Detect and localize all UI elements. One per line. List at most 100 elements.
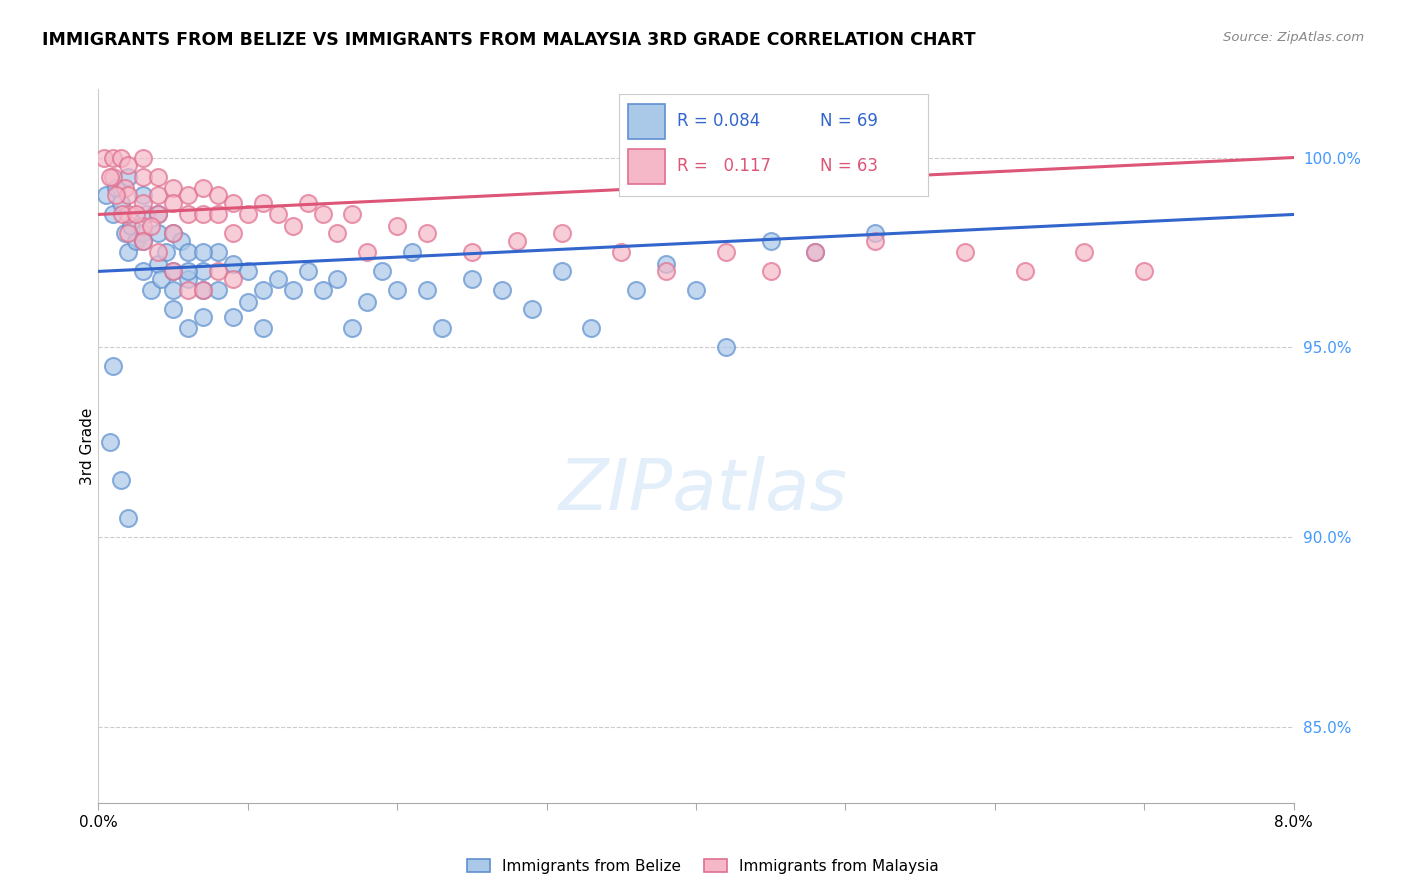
Point <box>430 321 453 335</box>
Point <box>148 169 170 184</box>
Point <box>491 284 513 298</box>
Point <box>103 359 125 374</box>
Point <box>132 234 155 248</box>
Point <box>117 207 139 221</box>
Point <box>117 227 139 241</box>
Point <box>177 245 200 260</box>
Point <box>117 188 139 202</box>
Point <box>117 169 139 184</box>
Legend: Immigrants from Belize, Immigrants from Malaysia: Immigrants from Belize, Immigrants from … <box>461 853 945 880</box>
Point <box>117 511 139 525</box>
Point <box>714 340 737 354</box>
Point <box>148 188 170 202</box>
Point <box>520 302 543 317</box>
Point <box>162 302 184 317</box>
Point <box>125 207 148 221</box>
Point <box>401 245 423 260</box>
Point <box>105 181 128 195</box>
Point <box>281 284 304 298</box>
Point <box>1133 264 1156 278</box>
Point <box>139 284 162 298</box>
Point <box>550 227 572 241</box>
Point <box>655 257 678 271</box>
Point <box>103 169 125 184</box>
Y-axis label: 3rd Grade: 3rd Grade <box>80 408 94 484</box>
Point <box>162 181 184 195</box>
Point <box>236 294 259 309</box>
Text: R = 0.084: R = 0.084 <box>678 112 761 130</box>
Point <box>714 245 737 260</box>
Point <box>191 207 214 221</box>
Point <box>267 272 290 286</box>
Point <box>162 196 184 211</box>
Point <box>371 264 394 278</box>
Point <box>191 245 214 260</box>
Point <box>105 188 128 202</box>
Point <box>155 245 177 260</box>
Point <box>177 207 200 221</box>
Point <box>148 257 170 271</box>
Point <box>655 264 678 278</box>
Point <box>311 207 333 221</box>
Point <box>236 207 259 221</box>
Point <box>222 272 245 286</box>
Point <box>120 219 142 233</box>
Point <box>148 207 170 221</box>
Point <box>132 169 155 184</box>
Point <box>461 245 484 260</box>
Point <box>1014 264 1036 278</box>
Text: N = 63: N = 63 <box>820 158 877 176</box>
Point <box>222 257 245 271</box>
Point <box>342 321 364 335</box>
Point <box>311 284 333 298</box>
Point <box>132 219 155 233</box>
Point <box>685 284 707 298</box>
Point <box>110 151 132 165</box>
Point <box>114 227 136 241</box>
Point <box>162 227 184 241</box>
Point <box>191 181 214 195</box>
Point <box>252 284 274 298</box>
Point <box>804 245 827 260</box>
Point <box>117 158 139 172</box>
Point <box>110 473 132 487</box>
Point <box>191 284 214 298</box>
Point <box>385 219 409 233</box>
Text: ZIPatlas: ZIPatlas <box>558 456 848 525</box>
Point <box>804 245 827 260</box>
Point <box>177 272 200 286</box>
Point <box>326 272 349 286</box>
Point <box>177 264 200 278</box>
Point <box>207 188 229 202</box>
Text: R =   0.117: R = 0.117 <box>678 158 772 176</box>
Point <box>111 207 134 221</box>
Point <box>506 234 529 248</box>
Point <box>222 196 245 211</box>
Text: N = 69: N = 69 <box>820 112 877 130</box>
Point <box>162 284 184 298</box>
Point <box>297 264 319 278</box>
Point <box>132 264 155 278</box>
Point <box>461 272 484 286</box>
Point <box>125 234 148 248</box>
Point <box>222 227 245 241</box>
Point <box>162 264 184 278</box>
Point <box>110 196 132 211</box>
Point <box>207 207 229 221</box>
Point <box>222 310 245 324</box>
Point <box>169 234 191 248</box>
Point <box>117 245 139 260</box>
Point <box>98 169 122 184</box>
Point <box>759 234 782 248</box>
Point <box>1073 245 1095 260</box>
Point <box>267 207 290 221</box>
Point <box>356 294 378 309</box>
Point <box>416 227 439 241</box>
Point <box>148 207 170 221</box>
Point <box>98 435 122 450</box>
Point <box>385 284 409 298</box>
Point <box>550 264 572 278</box>
Point <box>132 151 155 165</box>
Point <box>191 264 214 278</box>
Point <box>132 227 155 241</box>
